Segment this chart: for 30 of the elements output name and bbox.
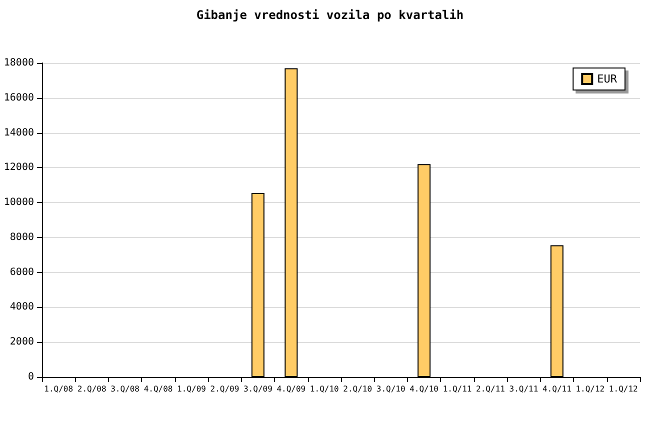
y-tick-label: 0 bbox=[28, 372, 34, 382]
y-tick-label: 2000 bbox=[10, 336, 34, 348]
y-tick-label: 12000 bbox=[4, 162, 34, 174]
x-tick-label: 2.Q/09 bbox=[210, 384, 240, 394]
x-tick-label: 1.Q/08 bbox=[44, 384, 74, 394]
x-tick-label: 4.Q/09 bbox=[276, 384, 306, 394]
y-tick-label: 8000 bbox=[10, 232, 34, 243]
x-tick-label: 2.Q/08 bbox=[77, 384, 106, 394]
x-tick-label: 4.Q/11 bbox=[542, 384, 572, 394]
x-tick-label: 3.Q/10 bbox=[376, 384, 406, 394]
x-tick-label: 2.Q/10 bbox=[343, 384, 372, 394]
x-tick-label: 1.Q/09 bbox=[177, 384, 206, 394]
legend-label: EUR bbox=[597, 72, 618, 86]
x-tick-label: 1.Q/12 bbox=[608, 384, 638, 394]
x-tick-label: 3.Q/09 bbox=[243, 384, 273, 394]
y-tick-label: 18000 bbox=[4, 58, 34, 68]
y-tick-label: 6000 bbox=[10, 266, 34, 278]
chart-title: Gibanje vrednosti vozila po kvartalih bbox=[196, 8, 464, 22]
x-tick-label: 3.Q/08 bbox=[110, 384, 140, 394]
x-tick-label: 1.Q/10 bbox=[310, 384, 340, 394]
x-tick-label: 4.Q/10 bbox=[410, 384, 439, 394]
x-tick-label: 3.Q/11 bbox=[509, 384, 538, 394]
y-tick-label: 4000 bbox=[10, 302, 34, 313]
y-tick-label: 10000 bbox=[4, 197, 34, 208]
x-tick-label: 4.Q/08 bbox=[144, 384, 173, 394]
y-tick-label: 16000 bbox=[4, 92, 34, 104]
x-tick-label: 1.Q/11 bbox=[442, 384, 472, 394]
y-tick-label: 14000 bbox=[4, 127, 34, 138]
x-tick-label: 2.Q/11 bbox=[476, 384, 506, 394]
x-tick-label: 1.Q/12 bbox=[576, 384, 605, 394]
